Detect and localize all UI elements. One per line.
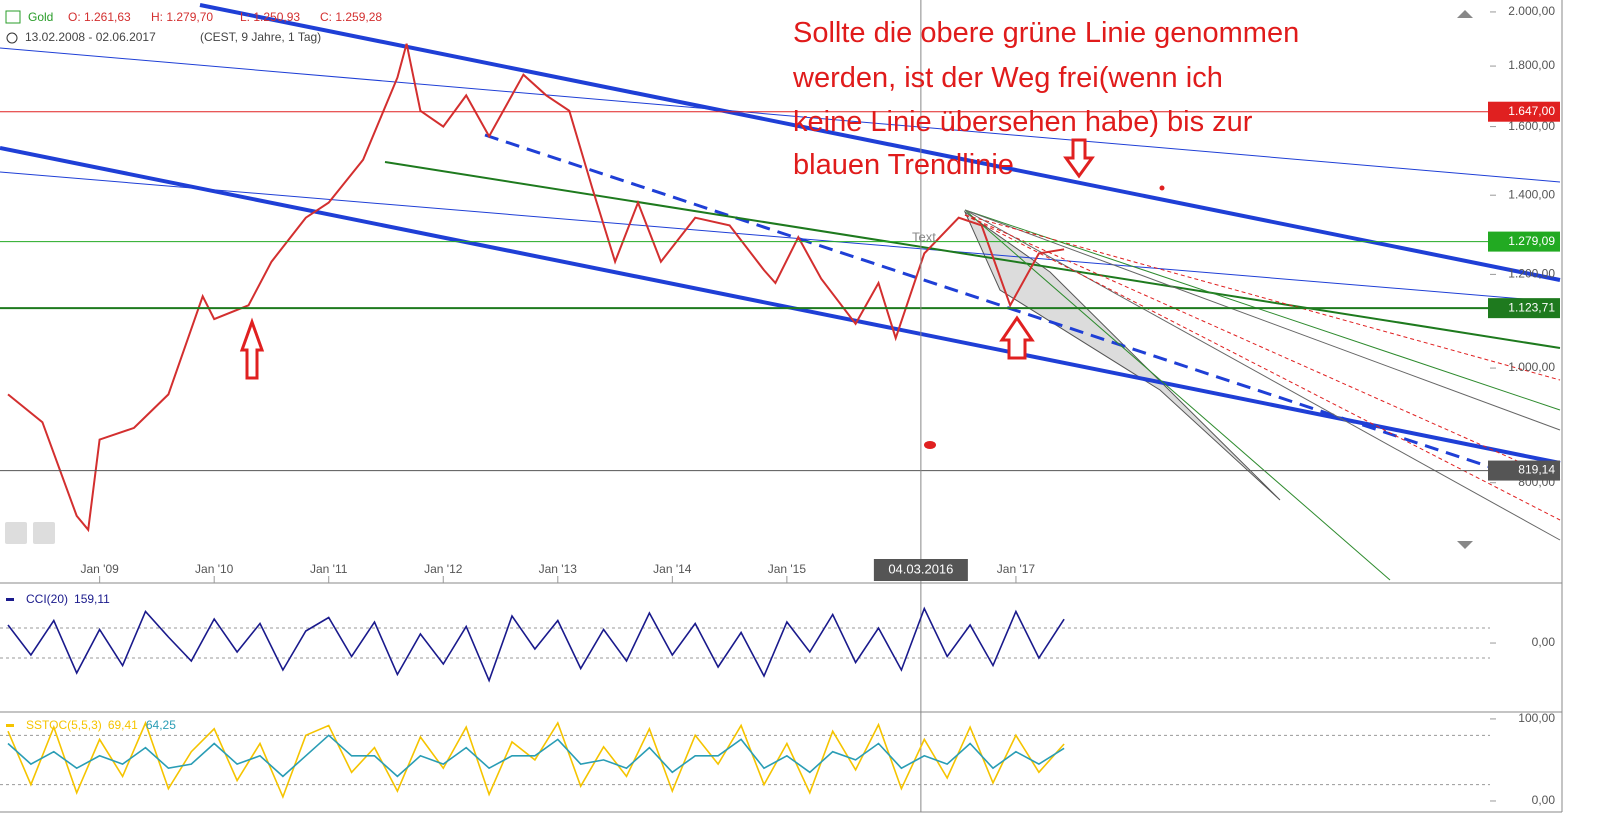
y-tick-label: 1.800,00 (1508, 58, 1555, 72)
clock-icon (6, 32, 18, 44)
trend-line (0, 146, 1561, 465)
price-tag-label: 1.279,09 (1508, 234, 1555, 248)
fan-line (964, 214, 1561, 481)
price-tag-label: 1.123,71 (1508, 300, 1555, 314)
y-tick-label: 1.400,00 (1508, 187, 1555, 201)
indicator-value: 159,11 (74, 592, 110, 606)
indicator-value: 69,41 (108, 718, 138, 732)
series-line (7, 720, 1065, 800)
fan-area (963, 210, 1281, 501)
series-line (7, 43, 1065, 533)
fan-line (964, 209, 1561, 431)
x-tick-label: Jan '11 (310, 562, 348, 576)
annotation: werden, ist der Weg frei(wenn ich (792, 62, 1223, 94)
marker-dot (1159, 185, 1165, 191)
price-tag (1488, 298, 1560, 319)
indicator-title: CCI(20) (26, 592, 68, 606)
crosshair-tag (873, 559, 968, 581)
y-tick-label: 1.200,00 (1508, 267, 1555, 281)
series-line (7, 734, 1065, 778)
fan-line (964, 209, 1561, 411)
arrow-up (239, 317, 265, 380)
fan-line (964, 214, 1561, 381)
series-line (7, 606, 1065, 683)
text-label: Text (912, 229, 936, 244)
drawings (0, 3, 1561, 581)
zoom-button[interactable] (5, 522, 27, 544)
zoom-button[interactable] (33, 522, 55, 544)
annotation: keine Linie übersehen habe) bis zur (793, 106, 1253, 138)
annotation: blauen Trendlinie (793, 149, 1014, 181)
x-tick-label: Jan '09 (80, 562, 119, 576)
y-tick-label: 1.000,00 (1508, 360, 1555, 374)
y-tick-label: 2.000,00 (1508, 4, 1555, 18)
trend-line (0, 47, 1561, 183)
ohlc-close: C: 1.259,28 (320, 10, 382, 24)
price-tag-label: 819,14 (1518, 463, 1555, 477)
range-info: (CEST, 9 Jahre, 1 Tag) (200, 30, 321, 44)
crosshair-label: 04.03.2016 (888, 561, 953, 576)
fan-line (964, 209, 1391, 581)
price-tag-label: 1.647,00 (1508, 104, 1555, 118)
x-tick-label: Jan '14 (653, 562, 692, 576)
annotation: Sollte die obere grüne Linie genommen (793, 17, 1299, 49)
y-tick-label: 0,00 (1532, 635, 1556, 649)
arrow-up (999, 315, 1035, 360)
chart-icon (5, 10, 21, 24)
x-tick-label: Jan '12 (424, 562, 463, 576)
y-tick-label: 0,00 (1532, 793, 1556, 807)
marker-dot (924, 441, 936, 449)
x-tick-label: Jan '17 (997, 562, 1036, 576)
ohlc-high: H: 1.279,70 (151, 10, 213, 24)
x-tick-label: Jan '13 (539, 562, 578, 576)
scroll-down[interactable] (1457, 541, 1473, 549)
price-tag (1488, 101, 1560, 122)
legend-swatch (6, 598, 14, 601)
y-tick-label: 1.600,00 (1508, 119, 1555, 133)
plot: 2.000,00 1.800,00 1.600,00 1.400,00 1.200,00… (0, 0, 1560, 812)
legend-swatch (6, 724, 14, 727)
trend-line (484, 133, 1491, 469)
x-tick-label: Jan '10 (195, 562, 234, 576)
price-tag (1488, 460, 1560, 481)
price-tag (1488, 231, 1560, 252)
trend-line (199, 3, 1561, 282)
scroll-up[interactable] (1457, 10, 1473, 18)
trend-line (0, 171, 1561, 303)
ohlc-low: L: 1.250,93 (240, 10, 300, 24)
trend-line (384, 161, 1561, 349)
y-tick-label: 100,00 (1518, 711, 1555, 725)
symbol: Gold (28, 10, 53, 24)
x-tick-label: Jan '15 (768, 562, 807, 576)
ohlc-open: O: 1.261,63 (68, 10, 131, 24)
fan-line (964, 209, 1561, 541)
arrow-down (1063, 138, 1095, 179)
indicator-title: SSTOC(5,5,3) (26, 718, 102, 732)
indicator-value: 64,25 (146, 718, 176, 732)
date-range: 13.02.2008 - 02.06.2017 (25, 30, 156, 44)
